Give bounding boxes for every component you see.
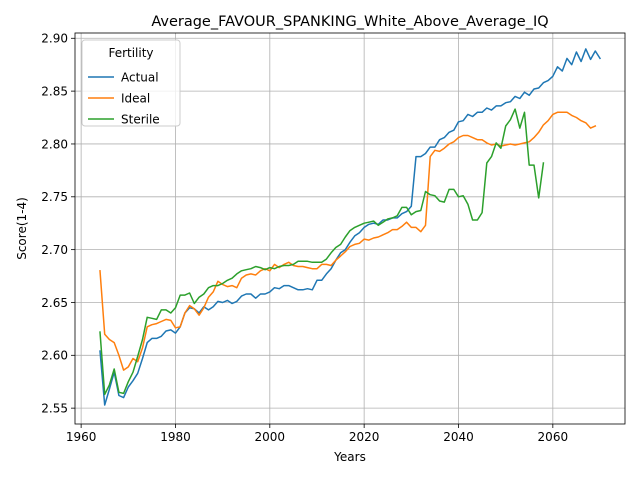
legend-title: Fertility: [108, 46, 153, 60]
legend-label-actual: Actual: [121, 70, 159, 84]
x-tick-label: 2040: [443, 430, 474, 444]
y-tick-label: 2.55: [41, 401, 68, 415]
y-tick-label: 2.85: [41, 84, 68, 98]
series-line-sterile: [99, 108, 545, 396]
y-tick-label: 2.65: [41, 296, 68, 310]
series-lines: [99, 48, 602, 406]
grid: [75, 33, 625, 424]
legend: Fertility Actual Ideal Sterile: [81, 39, 181, 127]
plot-frame: [74, 32, 626, 425]
legend-label-sterile: Sterile: [121, 112, 160, 126]
x-tick-label: 2020: [349, 430, 380, 444]
legend-label-ideal: Ideal: [121, 91, 150, 105]
x-tick-label: 1980: [160, 430, 191, 444]
y-tick-label: 2.60: [41, 349, 68, 363]
chart-title: Average_FAVOUR_SPANKING_White_Above_Aver…: [151, 14, 548, 30]
x-tick-label: 2000: [255, 430, 286, 444]
y-tick-label: 2.90: [41, 32, 68, 46]
x-tick-label: 1960: [66, 430, 97, 444]
axis-ticks: 1960 1980 2000 2020 2040 2060 2.55 2.60 2.65 2.70…: [41, 32, 568, 444]
x-axis-title: Years: [333, 450, 366, 464]
y-tick-label: 2.70: [41, 243, 68, 257]
y-tick-label: 2.75: [41, 190, 68, 204]
legend-box: [81, 39, 181, 127]
legend-entries: Actual Ideal Sterile: [88, 70, 160, 126]
series-line-ideal: [99, 111, 597, 371]
y-tick-label: 2.80: [41, 137, 68, 151]
x-tick-label: 2060: [538, 430, 569, 444]
y-axis-title: Score(1-4): [15, 197, 29, 260]
